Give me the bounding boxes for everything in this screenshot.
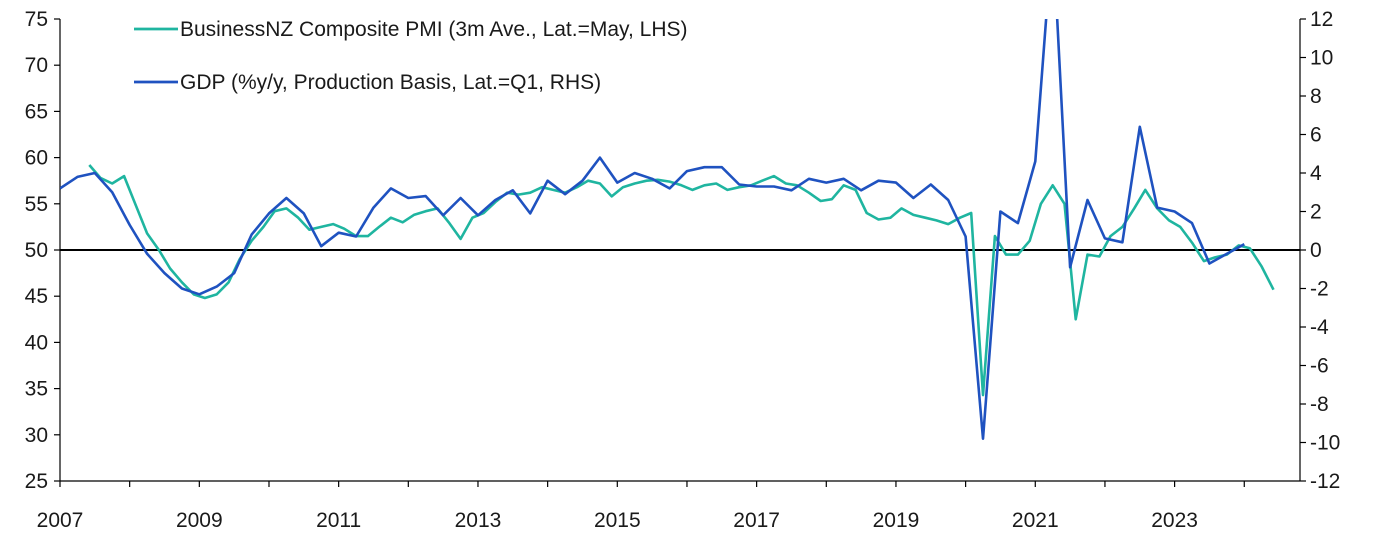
x-tick-label: 2021 — [1012, 509, 1059, 532]
left-tick-label: 25 — [25, 470, 48, 493]
legend-label: GDP (%y/y, Production Basis, Lat.=Q1, RH… — [180, 71, 601, 94]
x-tick-label: 2011 — [316, 509, 361, 532]
right-tick-label: 4 — [1310, 162, 1322, 185]
left-tick-label: 30 — [25, 424, 48, 447]
right-tick-label: -8 — [1310, 393, 1329, 416]
legend-label: BusinessNZ Composite PMI (3m Ave., Lat.=… — [180, 18, 688, 41]
right-tick-label: -12 — [1310, 470, 1340, 493]
left-tick-label: 65 — [25, 100, 48, 123]
right-tick-label: 8 — [1310, 85, 1322, 108]
x-tick-label: 2023 — [1151, 509, 1198, 532]
left-tick-label: 50 — [25, 239, 48, 262]
left-tick-label: 70 — [25, 54, 48, 77]
right-tick-label: 10 — [1310, 47, 1333, 70]
right-tick-label: 2 — [1310, 201, 1322, 224]
left-tick-label: 35 — [25, 378, 48, 401]
right-tick-label: -6 — [1310, 355, 1329, 378]
left-tick-label: 75 — [25, 8, 48, 31]
left-tick-label: 55 — [25, 193, 48, 216]
x-tick-label: 2007 — [37, 509, 84, 532]
x-tick-label: 2013 — [455, 509, 502, 532]
right-tick-label: 6 — [1310, 124, 1322, 147]
x-tick-label: 2017 — [733, 509, 780, 532]
x-tick-label: 2009 — [176, 509, 223, 532]
right-tick-label: -2 — [1310, 278, 1329, 301]
x-tick-label: 2019 — [873, 509, 920, 532]
series-line-pmi — [88, 164, 1275, 397]
left-tick-label: 40 — [25, 331, 48, 354]
x-tick-label: 2015 — [594, 509, 641, 532]
right-tick-label: -10 — [1310, 432, 1340, 455]
right-tick-label: 12 — [1310, 8, 1333, 31]
right-tick-label: -4 — [1310, 316, 1329, 339]
left-tick-label: 45 — [25, 285, 48, 308]
series-line-gdp — [60, 19, 1245, 440]
left-tick-label: 60 — [25, 147, 48, 170]
series-layer — [60, 19, 1275, 440]
right-tick-label: 0 — [1310, 239, 1322, 262]
legend: BusinessNZ Composite PMI (3m Ave., Lat.=… — [134, 18, 688, 94]
axes-layer: 25 30 35 40 45 50 55 60 65 70 75 -12 -10 -8 -6 -4 -2 0 2 4 6… — [25, 8, 1341, 532]
